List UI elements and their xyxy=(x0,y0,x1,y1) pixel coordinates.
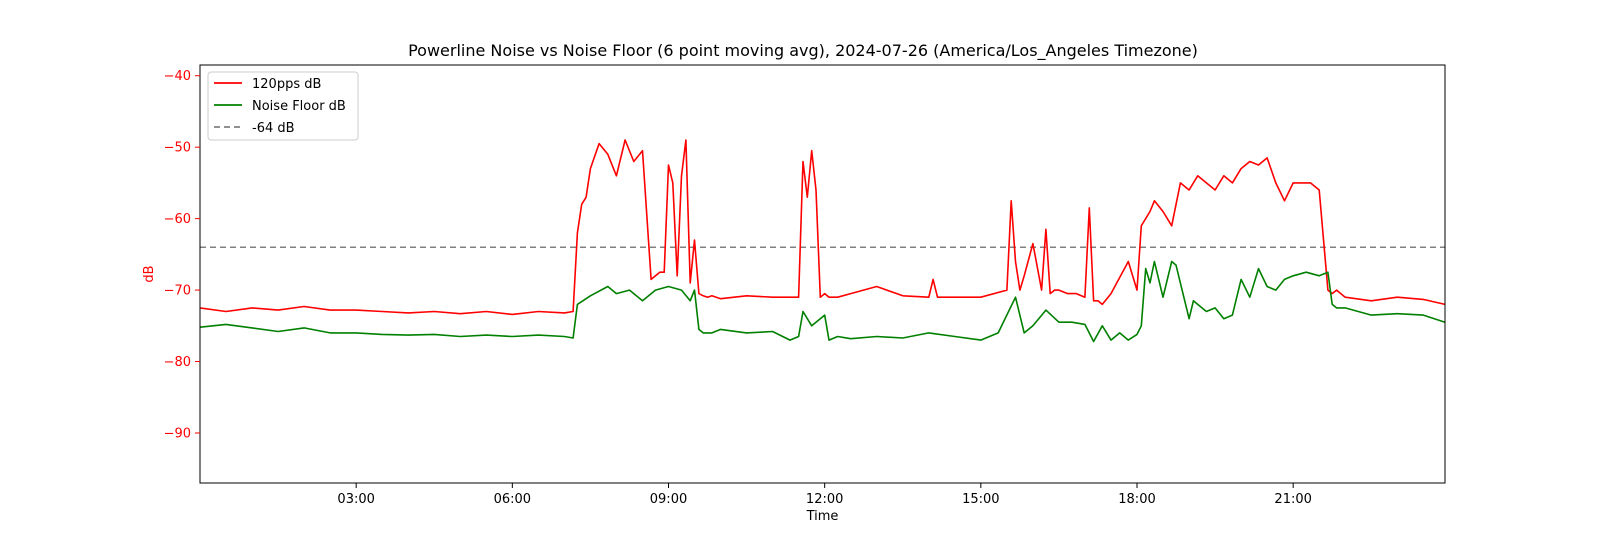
x-axis-label: Time xyxy=(806,509,839,524)
y-tick-label: −60 xyxy=(164,212,191,227)
y-axis-label: dB xyxy=(142,265,157,282)
x-axis: 03:00 06:00 09:00 12:00 15:00 18:00 21:00 xyxy=(337,483,1312,507)
series-line-noise-floor xyxy=(199,260,1446,343)
x-tick-label: 15:00 xyxy=(962,492,999,507)
x-tick-label: 12:00 xyxy=(806,492,843,507)
chart-title: Powerline Noise vs Noise Floor (6 point … xyxy=(408,41,1198,61)
legend-label-noise-floor: Noise Floor dB xyxy=(252,99,346,114)
y-axis: −40 −50 −60 −70 −80 −90 xyxy=(164,69,200,441)
legend: 120pps dB Noise Floor dB -64 dB xyxy=(207,71,359,141)
y-tick-label: −50 xyxy=(164,141,191,156)
legend-box xyxy=(207,71,359,141)
y-tick-label: −80 xyxy=(164,355,191,370)
x-tick-label: 18:00 xyxy=(1118,492,1155,507)
y-tick-label: −70 xyxy=(164,284,191,299)
plot-content xyxy=(199,139,1446,343)
plot-frame xyxy=(199,64,1446,484)
x-tick-label: 21:00 xyxy=(1274,492,1311,507)
series-line-120pps xyxy=(199,139,1446,316)
legend-label-120pps: 120pps dB xyxy=(252,77,321,92)
y-tick-label: −90 xyxy=(164,426,191,441)
x-tick-label: 06:00 xyxy=(494,492,531,507)
y-tick-label: −40 xyxy=(164,69,191,84)
x-tick-label: 03:00 xyxy=(337,492,374,507)
x-tick-label: 09:00 xyxy=(650,492,687,507)
legend-label-reference: -64 dB xyxy=(252,121,295,136)
